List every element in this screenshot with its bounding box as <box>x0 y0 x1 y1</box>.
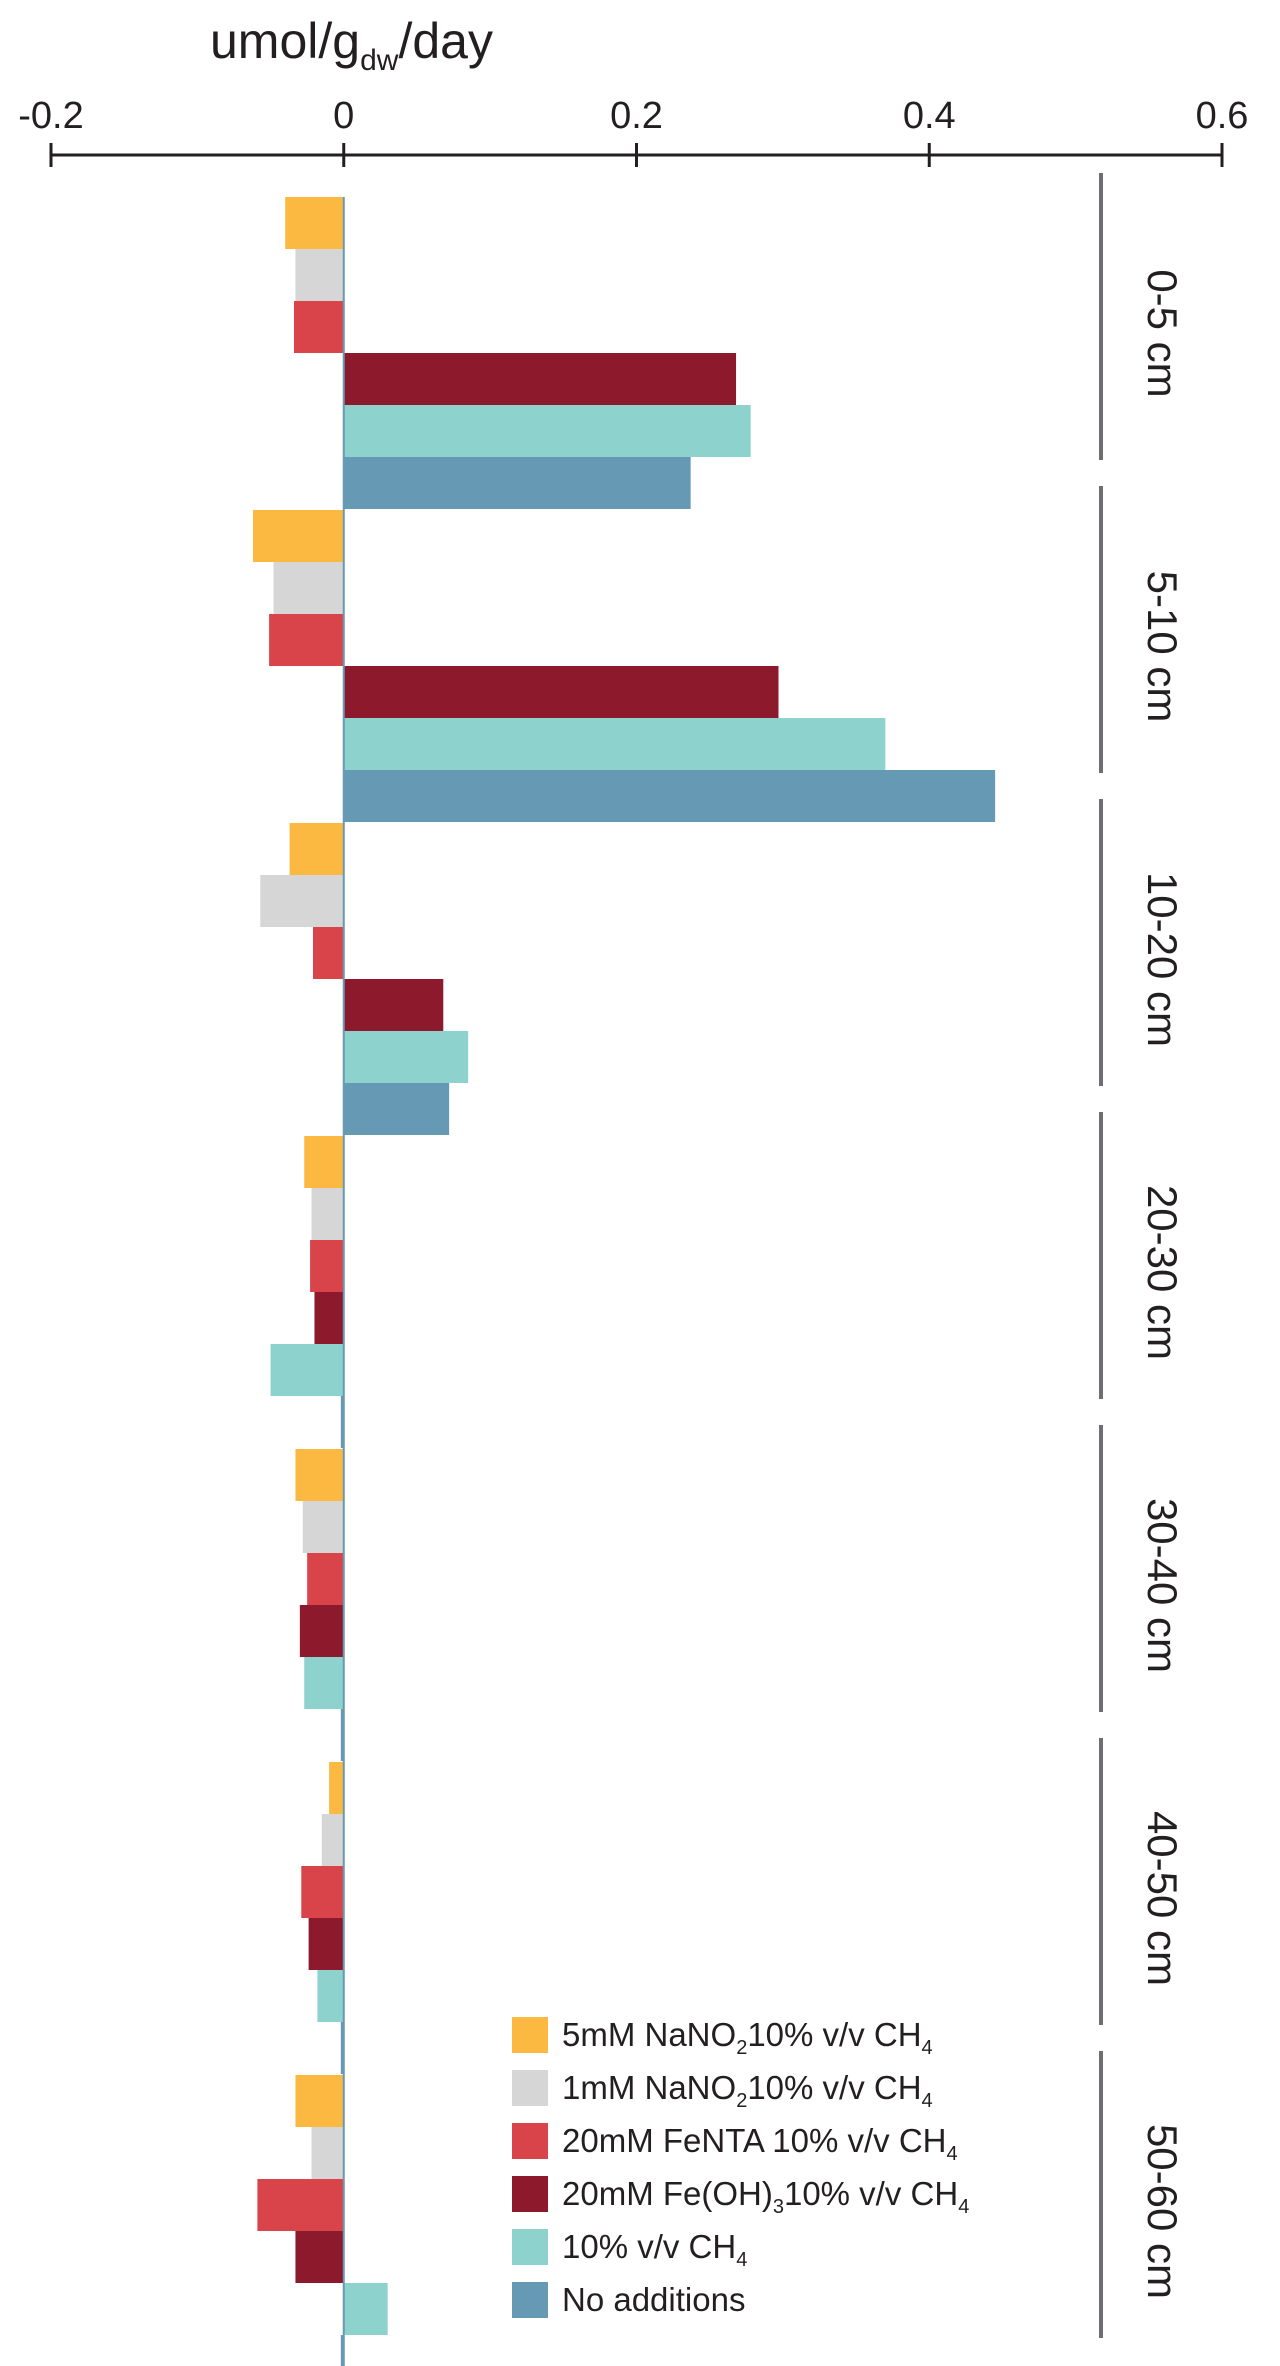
bar-2-5 <box>343 718 886 770</box>
unit-main: umol/g <box>210 13 360 69</box>
bar-2-3 <box>269 614 344 666</box>
x-tick-label: 0.2 <box>610 95 663 137</box>
bar-7-6 <box>340 2335 344 2366</box>
bar-6-5 <box>317 1970 344 2022</box>
bar-7-4 <box>295 2231 344 2283</box>
bar-5-3 <box>307 1553 344 1605</box>
legend-label: 5mM NaNO210% v/v CH4 <box>562 2016 933 2059</box>
x-tick-label: 0 <box>333 95 354 137</box>
legend: 5mM NaNO210% v/v CH4 1mM NaNO210% v/v CH4… <box>512 2016 969 2318</box>
category-label: 20-30 cm <box>1139 1185 1186 1360</box>
bar-3-1 <box>289 823 344 875</box>
bar-6-3 <box>301 1866 344 1918</box>
legend-swatch <box>512 2176 548 2212</box>
unit-tail: /day <box>398 13 493 69</box>
bar-5-6 <box>340 1709 344 1761</box>
legend-label: 20mM Fe(OH)310% v/v CH4 <box>562 2175 969 2218</box>
category-axis: 0-5 cm 5-10 cm 10-20 cm 20-30 cm 30-40 cm 40-… <box>1099 173 1186 2338</box>
bar-1-5 <box>343 405 751 457</box>
bar-1-1 <box>285 197 344 249</box>
legend-swatch <box>512 2282 548 2318</box>
x-axis: -0.2 0 0.2 0.4 0.6 <box>18 95 1248 167</box>
unit-sub: dw <box>360 44 399 77</box>
bar-3-6 <box>343 1083 450 1135</box>
bar-4-2 <box>311 1188 344 1240</box>
bar-7-2 <box>311 2127 344 2179</box>
bar-1-6 <box>343 457 691 509</box>
bar-2-6 <box>343 770 996 822</box>
bar-1-3 <box>293 301 344 353</box>
bar-3-4 <box>343 979 444 1031</box>
category-label: 30-40 cm <box>1139 1498 1186 1673</box>
x-tick-label: -0.2 <box>18 95 83 137</box>
bar-3-3 <box>313 927 344 979</box>
category-label: 10-20 cm <box>1139 872 1186 1047</box>
x-tick-label: 0.6 <box>1196 95 1249 137</box>
bar-5-2 <box>302 1501 344 1553</box>
legend-swatch <box>512 2070 548 2106</box>
x-tick-label: 0.4 <box>903 95 956 137</box>
bar-7-1 <box>295 2075 344 2127</box>
bar-2-2 <box>273 562 344 614</box>
legend-label: 20mM FeNTA 10% v/v CH4 <box>562 2122 958 2165</box>
bar-5-1 <box>295 1449 344 1501</box>
bar-6-6 <box>340 2022 344 2074</box>
bar-7-3 <box>257 2179 344 2231</box>
bar-5-5 <box>304 1657 344 1709</box>
bar-1-4 <box>343 353 737 405</box>
bar-2-1 <box>252 510 344 562</box>
legend-swatch <box>512 2229 548 2265</box>
legend-label: 10% v/v CH4 <box>562 2228 747 2271</box>
legend-label: 1mM NaNO210% v/v CH4 <box>562 2069 933 2112</box>
bar-6-1 <box>329 1762 344 1814</box>
bar-4-1 <box>304 1136 344 1188</box>
category-label: 50-60 cm <box>1139 2124 1186 2299</box>
bar-7-5 <box>343 2283 388 2335</box>
bar-4-3 <box>310 1240 344 1292</box>
unit-label: umol/gdw/day <box>210 13 493 77</box>
bar-4-4 <box>314 1292 344 1344</box>
bar-2-4 <box>343 666 779 718</box>
bar-6-4 <box>308 1918 344 1970</box>
category-label: 40-50 cm <box>1139 1811 1186 1986</box>
bar-6-2 <box>321 1814 344 1866</box>
legend-swatch <box>512 2017 548 2053</box>
bar-1-2 <box>295 249 344 301</box>
bar-group <box>252 197 996 2366</box>
bar-5-4 <box>299 1605 344 1657</box>
bar-4-6 <box>340 1396 344 1448</box>
legend-label: No additions <box>562 2281 745 2318</box>
bar-4-5 <box>270 1344 344 1396</box>
category-label: 5-10 cm <box>1139 571 1186 723</box>
bar-3-2 <box>260 875 344 927</box>
category-label: 0-5 cm <box>1139 269 1186 397</box>
bar-3-5 <box>343 1031 469 1083</box>
legend-swatch <box>512 2123 548 2159</box>
